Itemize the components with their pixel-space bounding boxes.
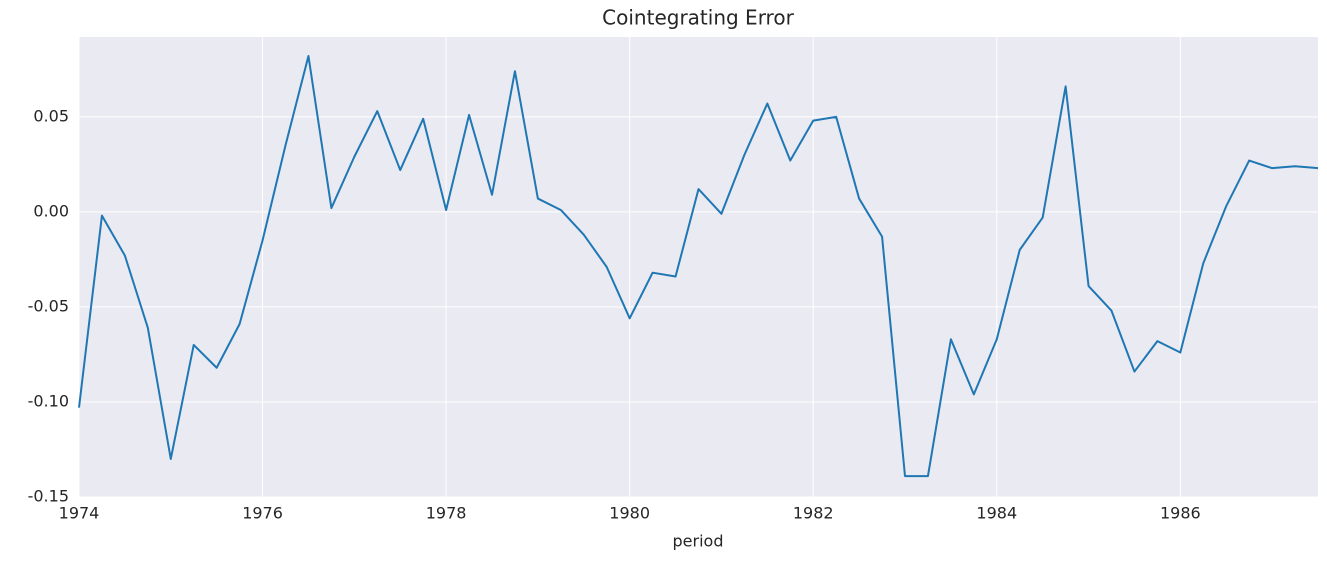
y-tick-label: -0.10 <box>28 391 69 410</box>
y-tick-label: 0.05 <box>33 106 69 125</box>
x-tick-label: 1976 <box>242 504 283 523</box>
plot-area <box>79 37 1318 497</box>
data-line <box>78 55 1319 478</box>
y-tick-label: -0.15 <box>28 487 69 506</box>
x-axis-label: period <box>673 532 724 551</box>
chart-title: Cointegrating Error <box>602 6 794 30</box>
x-tick-label: 1978 <box>426 504 467 523</box>
y-tick-label: -0.05 <box>28 296 69 315</box>
x-tick-label: 1984 <box>976 504 1017 523</box>
x-tick-label: 1986 <box>1160 504 1201 523</box>
x-tick-label: 1974 <box>59 504 100 523</box>
x-tick-label: 1980 <box>609 504 650 523</box>
x-tick-label: 1982 <box>793 504 834 523</box>
y-tick-label: 0.00 <box>33 201 69 220</box>
